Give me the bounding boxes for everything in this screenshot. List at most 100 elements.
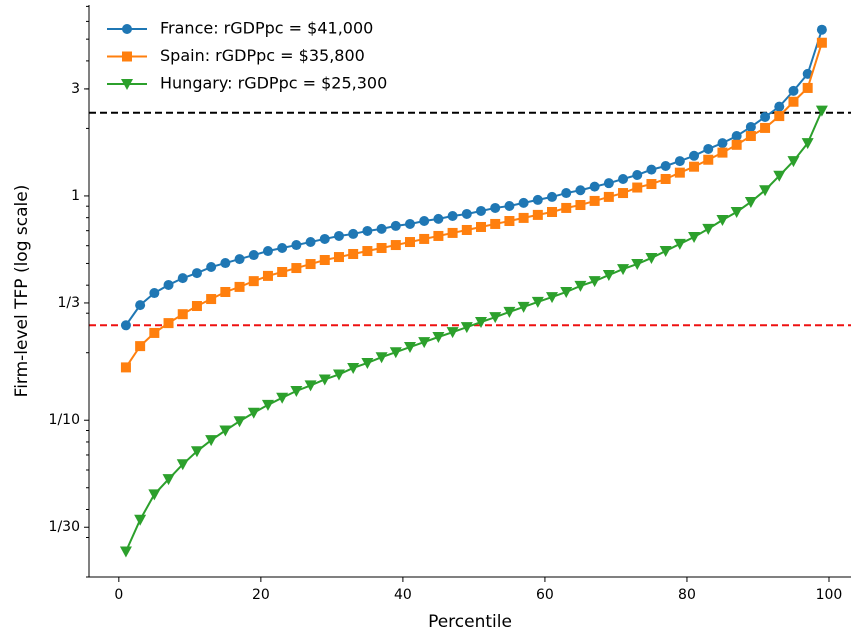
point — [277, 266, 288, 277]
point — [305, 259, 316, 270]
point — [503, 306, 516, 318]
point — [319, 255, 330, 266]
point — [760, 111, 771, 122]
point — [688, 231, 701, 243]
x-tick-label: 0 — [114, 587, 123, 603]
point — [773, 170, 786, 182]
point — [476, 205, 487, 216]
point — [446, 327, 459, 339]
point — [120, 320, 131, 331]
point — [163, 279, 174, 290]
point — [717, 138, 728, 149]
point — [731, 139, 742, 150]
point — [262, 246, 273, 257]
point — [348, 228, 359, 239]
series — [119, 105, 828, 558]
point — [361, 357, 374, 369]
point — [618, 188, 629, 199]
series-line — [125, 110, 823, 552]
point — [277, 242, 288, 253]
point — [220, 286, 231, 297]
point — [645, 252, 658, 264]
point — [261, 399, 274, 411]
point — [362, 246, 373, 257]
point — [703, 154, 714, 165]
x-tick-label: 80 — [678, 587, 696, 603]
point — [632, 182, 643, 193]
point — [332, 369, 345, 381]
point — [517, 301, 530, 313]
point — [460, 322, 473, 334]
point — [575, 185, 586, 196]
point — [432, 331, 445, 343]
point — [716, 215, 729, 227]
point — [504, 200, 515, 211]
legend-label: Hungary: rGDPpc = $25,300 — [160, 74, 387, 93]
point — [674, 167, 685, 178]
point — [717, 147, 728, 158]
point — [504, 216, 515, 227]
legend-marker — [121, 79, 133, 90]
point — [646, 164, 657, 175]
point — [419, 233, 430, 244]
point — [135, 300, 146, 311]
point — [233, 416, 246, 428]
point — [163, 318, 174, 329]
point — [447, 227, 458, 238]
point — [618, 173, 629, 184]
point — [745, 121, 756, 132]
point — [291, 263, 302, 274]
point — [318, 374, 331, 386]
point — [617, 264, 630, 276]
point — [304, 380, 317, 392]
point — [673, 238, 686, 250]
point — [461, 208, 472, 219]
point — [119, 546, 132, 558]
point — [362, 225, 373, 236]
y-tick-label: 3 — [71, 81, 80, 97]
point — [546, 292, 559, 304]
point — [802, 82, 813, 93]
point — [816, 24, 827, 35]
x-axis-label: Percentile — [428, 612, 512, 632]
point — [745, 131, 756, 142]
point — [632, 169, 643, 180]
point — [561, 202, 572, 213]
point — [248, 276, 259, 287]
point — [547, 206, 558, 217]
point — [390, 240, 401, 251]
point — [447, 210, 458, 221]
point — [276, 392, 289, 404]
point — [788, 85, 799, 96]
point — [788, 96, 799, 107]
point — [703, 143, 714, 154]
point — [660, 173, 671, 184]
point — [403, 342, 416, 354]
point — [602, 270, 615, 282]
point — [547, 191, 558, 202]
point — [759, 185, 772, 197]
point — [518, 197, 529, 208]
point — [348, 248, 359, 259]
point — [389, 347, 402, 359]
point — [177, 309, 188, 320]
series — [120, 24, 827, 331]
point — [433, 213, 444, 224]
point — [802, 68, 813, 79]
point — [574, 280, 587, 292]
point — [206, 294, 217, 305]
point — [135, 341, 146, 352]
point — [561, 188, 572, 199]
point — [376, 242, 387, 253]
point — [134, 514, 147, 526]
point — [305, 237, 316, 248]
point — [603, 191, 614, 202]
point — [248, 250, 259, 261]
point — [760, 122, 771, 133]
point — [531, 296, 544, 308]
legend-marker — [122, 51, 132, 62]
point — [518, 212, 529, 223]
point — [148, 489, 161, 501]
point — [206, 262, 217, 273]
point — [262, 270, 273, 281]
